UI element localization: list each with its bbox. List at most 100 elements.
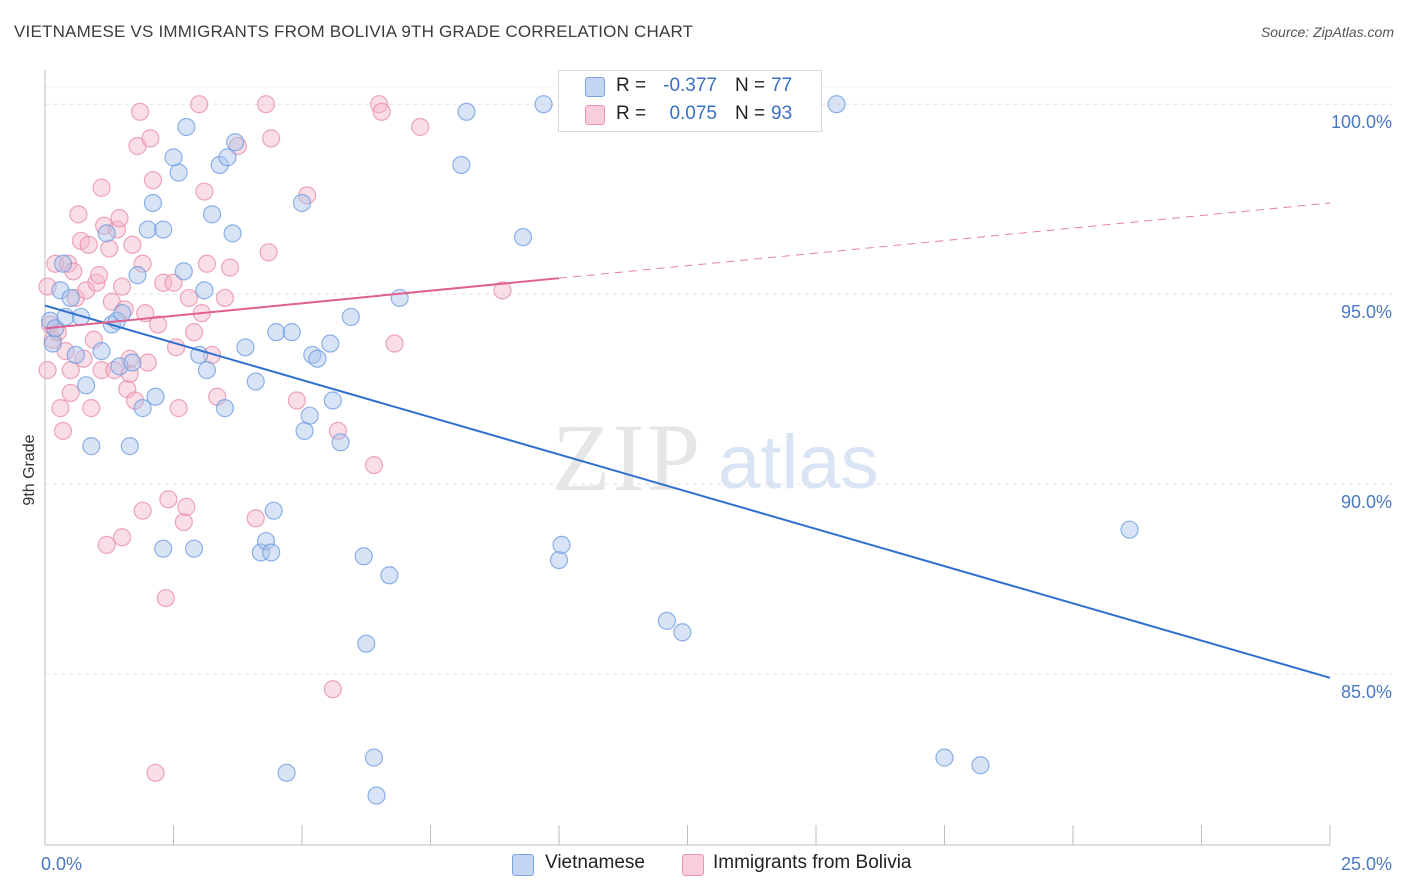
point-bolivia <box>123 235 142 254</box>
trend-lines <box>44 202 1331 679</box>
point-bolivia <box>246 509 265 528</box>
y-tick-label: 90.0% <box>1341 492 1392 512</box>
point-bolivia <box>112 528 132 547</box>
point-vietnamese <box>226 133 245 152</box>
legend-n-label: N = <box>735 103 766 124</box>
correlation-legend: R = -0.377 N = 77 R = 0.075 N = 93 <box>558 70 822 132</box>
point-vietnamese <box>1120 520 1139 539</box>
series-bolivia-points <box>38 95 512 782</box>
legend-n-value: 93 <box>771 103 793 124</box>
point-vietnamese <box>43 334 62 353</box>
point-bolivia <box>220 258 240 277</box>
point-vietnamese <box>292 193 312 213</box>
point-bolivia <box>130 102 150 121</box>
point-vietnamese <box>184 539 204 558</box>
point-vietnamese <box>97 224 116 243</box>
point-bolivia <box>77 281 96 300</box>
point-bolivia <box>66 288 85 308</box>
point-vietnamese <box>251 543 270 562</box>
point-vietnamese <box>77 376 96 395</box>
chart-title: VIETNAMESE VS IMMIGRANTS FROM BOLIVIA 9T… <box>14 22 694 41</box>
point-vietnamese <box>354 547 373 566</box>
legend-r-value: 0.075 <box>669 103 717 124</box>
series-vietnamese-points <box>41 95 1139 805</box>
point-vietnamese <box>133 399 152 418</box>
point-bolivia <box>372 102 391 121</box>
point-bolivia <box>46 254 65 273</box>
point-bolivia <box>197 254 217 273</box>
chart-source: Source: ZipAtlas.com <box>1260 24 1394 40</box>
trend-line-bolivia-extension <box>558 202 1331 279</box>
watermark-zip: ZIP <box>552 404 702 511</box>
point-vietnamese <box>66 345 85 365</box>
point-vietnamese <box>154 220 173 239</box>
point-bolivia <box>287 391 306 410</box>
y-tick-label: 85.0% <box>1341 682 1392 702</box>
point-bolivia <box>92 178 111 197</box>
point-vietnamese <box>308 349 327 368</box>
point-bolivia <box>148 315 168 334</box>
point-bolivia <box>125 391 145 410</box>
point-vietnamese <box>169 163 188 182</box>
point-vietnamese <box>657 611 677 630</box>
point-bolivia <box>256 95 276 114</box>
point-bolivia <box>154 273 173 292</box>
point-bolivia <box>97 535 116 554</box>
watermark: ZIP atlas <box>552 404 879 511</box>
bottom-legend-swatch-bolivia <box>682 854 704 876</box>
point-bolivia <box>195 182 214 201</box>
bottom-legend-label-vietnamese: Vietnamese <box>545 852 645 873</box>
point-vietnamese <box>300 406 319 425</box>
point-bolivia <box>156 588 175 608</box>
point-vietnamese <box>61 288 80 308</box>
point-bolivia <box>138 353 157 372</box>
point-bolivia <box>174 512 193 532</box>
point-bolivia <box>259 243 278 262</box>
point-bolivia <box>169 399 188 418</box>
point-bolivia <box>61 383 80 403</box>
point-bolivia <box>323 680 342 699</box>
point-bolivia <box>133 254 152 273</box>
point-vietnamese <box>215 399 234 418</box>
legend-r-label: R = <box>616 103 647 124</box>
point-vietnamese <box>452 155 471 175</box>
point-vietnamese <box>282 323 301 342</box>
point-bolivia <box>411 117 430 137</box>
point-bolivia <box>493 281 512 300</box>
point-vietnamese <box>236 338 255 357</box>
y-axis-label: 9th Grade <box>21 434 38 505</box>
axes <box>44 70 1331 846</box>
point-vietnamese <box>277 763 296 782</box>
point-bolivia <box>215 288 234 308</box>
point-vietnamese <box>323 391 342 410</box>
point-vietnamese <box>223 224 242 243</box>
bottom-legend-swatch-vietnamese <box>512 854 534 876</box>
point-vietnamese <box>195 281 214 300</box>
point-bolivia <box>82 399 101 418</box>
trend-line-vietnamese <box>44 304 1331 679</box>
point-vietnamese <box>827 95 846 114</box>
point-vietnamese <box>390 288 409 308</box>
point-vietnamese <box>146 387 165 406</box>
point-bolivia <box>141 129 160 148</box>
point-vietnamese <box>364 748 384 767</box>
point-vietnamese <box>264 501 283 520</box>
y-tick-label: 95.0% <box>1341 302 1392 322</box>
point-bolivia <box>328 421 348 441</box>
legend-swatch-bolivia <box>585 105 605 125</box>
point-bolivia <box>184 323 204 342</box>
point-vietnamese <box>143 193 163 213</box>
y-tick-label: 100.0% <box>1331 112 1392 132</box>
point-vietnamese <box>256 531 276 551</box>
point-vietnamese <box>295 421 314 441</box>
point-bolivia <box>53 421 73 441</box>
point-vietnamese <box>123 353 142 372</box>
point-vietnamese <box>552 535 571 554</box>
point-vietnamese <box>82 437 101 456</box>
point-vietnamese <box>331 433 350 452</box>
point-vietnamese <box>267 323 286 342</box>
point-vietnamese <box>210 155 229 175</box>
point-vietnamese <box>549 550 569 570</box>
point-bolivia <box>143 171 163 190</box>
point-vietnamese <box>534 95 553 114</box>
